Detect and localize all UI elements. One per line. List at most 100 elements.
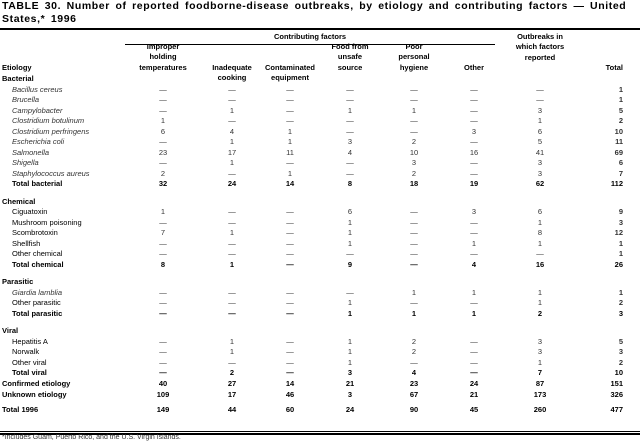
table-row: Giardia lamblia — — — — 1 1 1 1	[0, 288, 640, 299]
col-header-other: Other	[463, 63, 484, 72]
value-cell: 1	[287, 137, 293, 146]
value-cell: —	[286, 217, 294, 227]
total-cell: 2	[618, 298, 623, 307]
value-cell: —	[286, 207, 294, 216]
value-cell: 3	[537, 168, 543, 178]
table-row: Staphylococcus aureus 2 — 1 — 2 — 3 7	[0, 169, 640, 180]
value-cell: —	[410, 249, 418, 258]
top-rule	[0, 28, 640, 30]
row-label: Other chemical	[12, 249, 63, 258]
value-cell: 3	[411, 158, 417, 167]
value-cell: 3	[347, 368, 353, 377]
value-cell: —	[286, 357, 294, 367]
value-cell: —	[410, 259, 418, 269]
table-row: Brucella — — — — — — — 1	[0, 95, 640, 106]
table-row: Hepatitis A — 1 — 1 2 — 3 5	[0, 337, 640, 348]
value-cell: —	[286, 105, 294, 115]
value-cell: 1	[347, 347, 353, 356]
value-cell: —	[228, 287, 236, 297]
total-row: Total bacterial 32 24 14 8 18 19 62 112	[0, 179, 640, 190]
value-cell: —	[159, 357, 167, 367]
table-row: Bacillus cereus — — — — — — — 1	[0, 85, 640, 96]
value-cell: —	[346, 116, 354, 125]
row-label: Salmonella	[12, 147, 50, 157]
value-cell: 24	[345, 405, 355, 414]
value-cell: 8	[347, 179, 353, 188]
value-cell: 4	[347, 147, 353, 157]
value-cell: 1	[229, 158, 235, 167]
value-cell: —	[228, 95, 236, 104]
row-label: Confirmed etiology	[2, 379, 71, 388]
value-cell: —	[286, 368, 294, 377]
value-cell: —	[470, 368, 478, 377]
value-cell: 7	[160, 228, 166, 237]
value-cell: —	[470, 357, 478, 367]
value-cell: 1	[471, 308, 477, 318]
bottom-rule-2	[0, 433, 640, 435]
value-cell: —	[470, 84, 478, 94]
value-cell: 3	[347, 137, 353, 146]
row-label: Hepatitis A	[12, 336, 48, 346]
table-row: Other chemical — — — — — — — 1	[0, 249, 640, 260]
value-cell: 3	[347, 389, 353, 399]
group-header-row: Chemical	[0, 197, 640, 208]
table-row: Clostridium perfringens 6 4 1 — — 3 6 10	[0, 127, 640, 138]
summary-row: Confirmed etiology 40 27 14 21 23 24 87 151	[0, 379, 640, 390]
value-cell: 1	[537, 298, 543, 307]
row-label: Clostridium perfringens	[12, 126, 90, 136]
value-cell: —	[286, 84, 294, 94]
value-cell: —	[159, 347, 167, 356]
value-cell: 27	[227, 379, 237, 388]
value-cell: 4	[411, 368, 417, 377]
total-row: Total parasitic — — — 1 1 1 2 3	[0, 309, 640, 320]
row-label: Total parasitic	[12, 308, 63, 318]
value-cell: 2	[229, 368, 235, 377]
total-cell: 3	[618, 347, 623, 356]
value-cell: —	[470, 217, 478, 227]
value-cell: —	[159, 84, 167, 94]
value-cell: —	[228, 168, 236, 178]
value-cell: —	[286, 158, 294, 167]
value-cell: —	[470, 228, 478, 237]
value-cell: 1	[471, 238, 477, 248]
total-row: Total viral — 2 — 3 4 — 7 10	[0, 368, 640, 379]
value-cell: 11	[286, 147, 294, 157]
value-cell: —	[159, 249, 167, 258]
value-cell: 40	[158, 379, 168, 388]
value-cell: 90	[409, 405, 419, 414]
value-cell: 1	[347, 105, 353, 115]
value-cell: —	[286, 249, 294, 258]
value-cell: —	[159, 287, 167, 297]
row-label: Total viral	[12, 368, 47, 377]
value-cell: 1	[537, 238, 543, 248]
value-cell: 21	[345, 379, 355, 388]
value-cell: 1	[411, 105, 417, 115]
table-row: Salmonella 23 17 11 4 10 16 41 69	[0, 148, 640, 159]
value-cell: 1	[347, 308, 353, 318]
table-row: Other parasitic — — — 1 — — 1 2	[0, 298, 640, 309]
value-cell: 1	[347, 298, 353, 307]
total-cell: 5	[618, 336, 623, 346]
col-header-total: Total	[605, 63, 623, 72]
total-cell: 9	[618, 207, 623, 216]
value-cell: 18	[409, 179, 419, 188]
total-cell: 1	[618, 249, 623, 258]
value-cell: 67	[409, 389, 419, 399]
value-cell: 2	[411, 137, 417, 146]
footnote: *Includes Guam, Puerto Rico, and the U.S…	[2, 434, 181, 441]
total-cell: 10	[614, 368, 623, 377]
row-label: Total chemical	[12, 259, 64, 269]
col-header-improper-holding: Improper holding temperatures	[139, 42, 187, 72]
value-cell: —	[470, 347, 478, 356]
row-label: Escherichia coli	[12, 137, 65, 146]
row-label: Total bacterial	[12, 179, 63, 188]
value-cell: —	[228, 298, 236, 307]
col-header-unsafe-source: Food from unsafe source	[331, 42, 369, 72]
value-cell: —	[159, 238, 167, 248]
value-cell: 41	[535, 147, 545, 157]
value-cell: 260	[533, 405, 547, 414]
value-cell: 1	[537, 287, 543, 297]
value-cell: —	[159, 336, 167, 346]
value-cell: 1	[347, 228, 353, 237]
table-row: Clostridium botulinum 1 — — — — — 1 2	[0, 116, 640, 127]
